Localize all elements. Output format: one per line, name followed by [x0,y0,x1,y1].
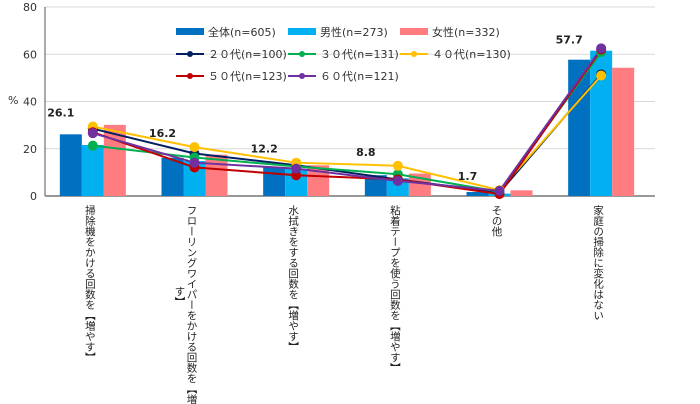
data-point [392,160,403,171]
y-tick-label: 40 [23,96,37,109]
legend-label: ４０代(n=130) [432,48,511,61]
data-label: 8.8 [356,146,376,159]
y-tick-label: 60 [23,48,37,61]
bar [183,161,206,196]
y-tick-label: 0 [30,190,37,203]
bar [307,165,330,196]
series-line [92,73,602,194]
data-point [189,157,200,168]
series-line [92,48,602,196]
bar [612,67,635,196]
data-point [596,43,607,54]
data-point [87,140,98,151]
category-label: 粘着テープを使う回数を【増やす】 [389,204,401,373]
series-line [92,47,602,192]
data-point [189,142,200,153]
data-point [392,175,403,186]
category-label: す】 [174,286,186,307]
legend-swatch [176,28,204,35]
legend-marker [411,51,417,57]
legend-label: 女性(n=332) [432,25,500,39]
bar [590,50,613,196]
data-label: 12.2 [251,143,278,156]
category-label: その他 [491,205,503,237]
legend-marker [187,73,193,79]
bar [161,157,184,196]
legend-label: 男性(n=273) [320,25,388,39]
legend-swatch [400,28,428,35]
bar [364,175,387,196]
category-label: 水拭きをする回数を【増やす】 [287,205,299,352]
category-label: 家庭の掃除に変化はない [592,204,604,320]
legend-label: ６０代(n=121) [320,70,399,83]
legend-swatch [288,28,316,35]
data-point [291,163,302,174]
data-label: 26.1 [47,107,74,120]
y-tick-label: 20 [23,143,37,156]
legend-marker [299,73,305,79]
data-point [494,185,505,196]
y-axis-label: % [8,94,18,107]
bar [59,134,82,196]
legend-marker [299,51,305,57]
bar [386,178,409,196]
y-tick-label: 80 [23,1,37,14]
legend-label: ３０代(n=131) [320,48,399,61]
bar [81,144,104,196]
category-label: 掃除機をかける回数を【増やす】 [84,204,96,362]
legend-label: ５０代(n=123) [208,70,287,83]
legend-label: ２０代(n=100) [208,48,287,61]
data-label: 16.2 [149,127,176,140]
data-label: 57.7 [556,34,583,47]
bar [466,191,489,196]
data-point [87,128,98,139]
legend-label: 全体(n=605) [208,25,276,39]
data-point [596,70,607,81]
legend-marker [187,51,193,57]
bar [263,167,286,196]
category-label: フローリングワイパーをかける回数を【増や [186,205,198,404]
bar [510,190,533,196]
data-label: 1.7 [458,170,478,183]
